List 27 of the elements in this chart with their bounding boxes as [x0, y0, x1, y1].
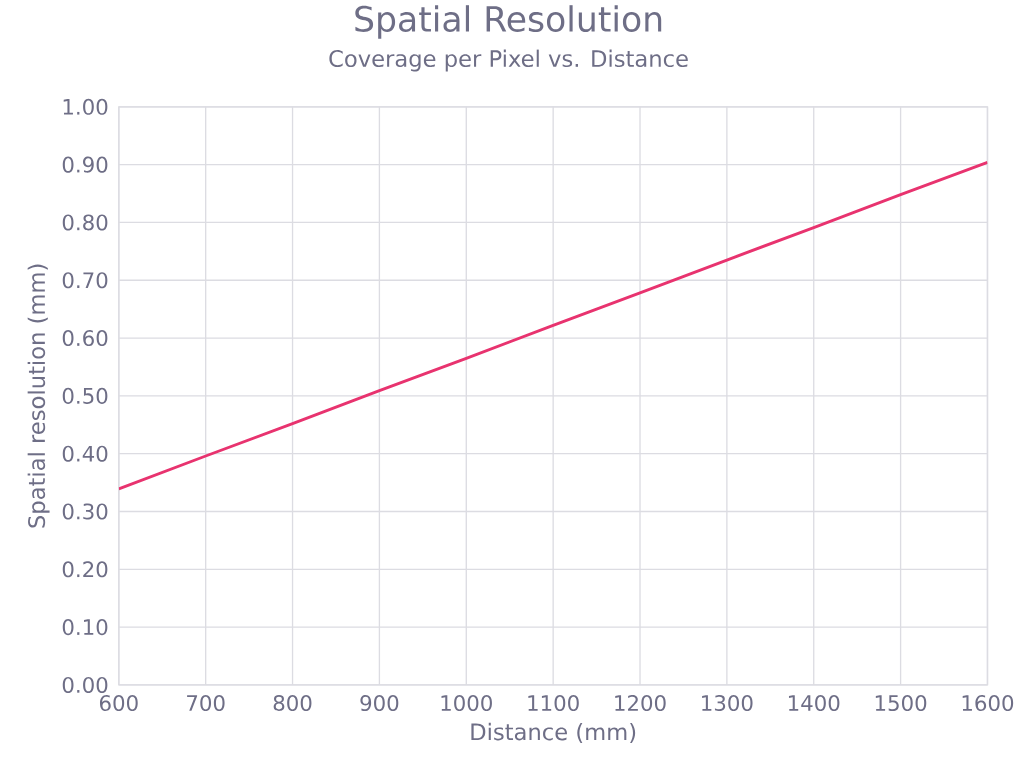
x-tick-label: 800	[273, 695, 312, 712]
x-tick-label: 600	[99, 695, 138, 712]
line-series	[118, 160, 988, 491]
x-tick-label: 1200	[615, 695, 666, 712]
x-axis-title: Distance (mm)	[471, 722, 636, 744]
y-axis-title: Spatial resolution (mm)	[27, 264, 50, 528]
x-tick-label: 1300	[702, 695, 753, 712]
y-tick-label: 0.20	[62, 561, 108, 578]
y-tick-label: 0.00	[62, 676, 108, 694]
x-tick-label: 900	[360, 695, 399, 712]
y-tick-label: 0.30	[62, 503, 108, 520]
y-tick-label: 0.90	[62, 156, 108, 173]
x-tick-label: 1000	[441, 695, 492, 712]
x-tick-label: 1400	[788, 695, 840, 712]
x-tick-label: 1100	[528, 695, 579, 712]
chart-title: Spatial Resolution	[355, 5, 662, 39]
y-tick-label: 0.10	[62, 619, 108, 636]
x-tick-label: 1600	[962, 695, 1014, 712]
y-tick-label: 1.00	[63, 98, 108, 115]
chart-subtitle: Coverage per Pixel vs. Distance	[329, 49, 688, 72]
y-tick-label: 0.40	[62, 445, 108, 462]
y-tick-label: 0.50	[62, 387, 108, 405]
x-tick-label: 1500	[875, 695, 927, 712]
y-tick-label: 0.80	[62, 214, 108, 231]
y-tick-label: 0.70	[62, 272, 108, 289]
y-tick-label: 0.60	[62, 330, 108, 347]
x-tick-label: 700	[187, 695, 225, 712]
